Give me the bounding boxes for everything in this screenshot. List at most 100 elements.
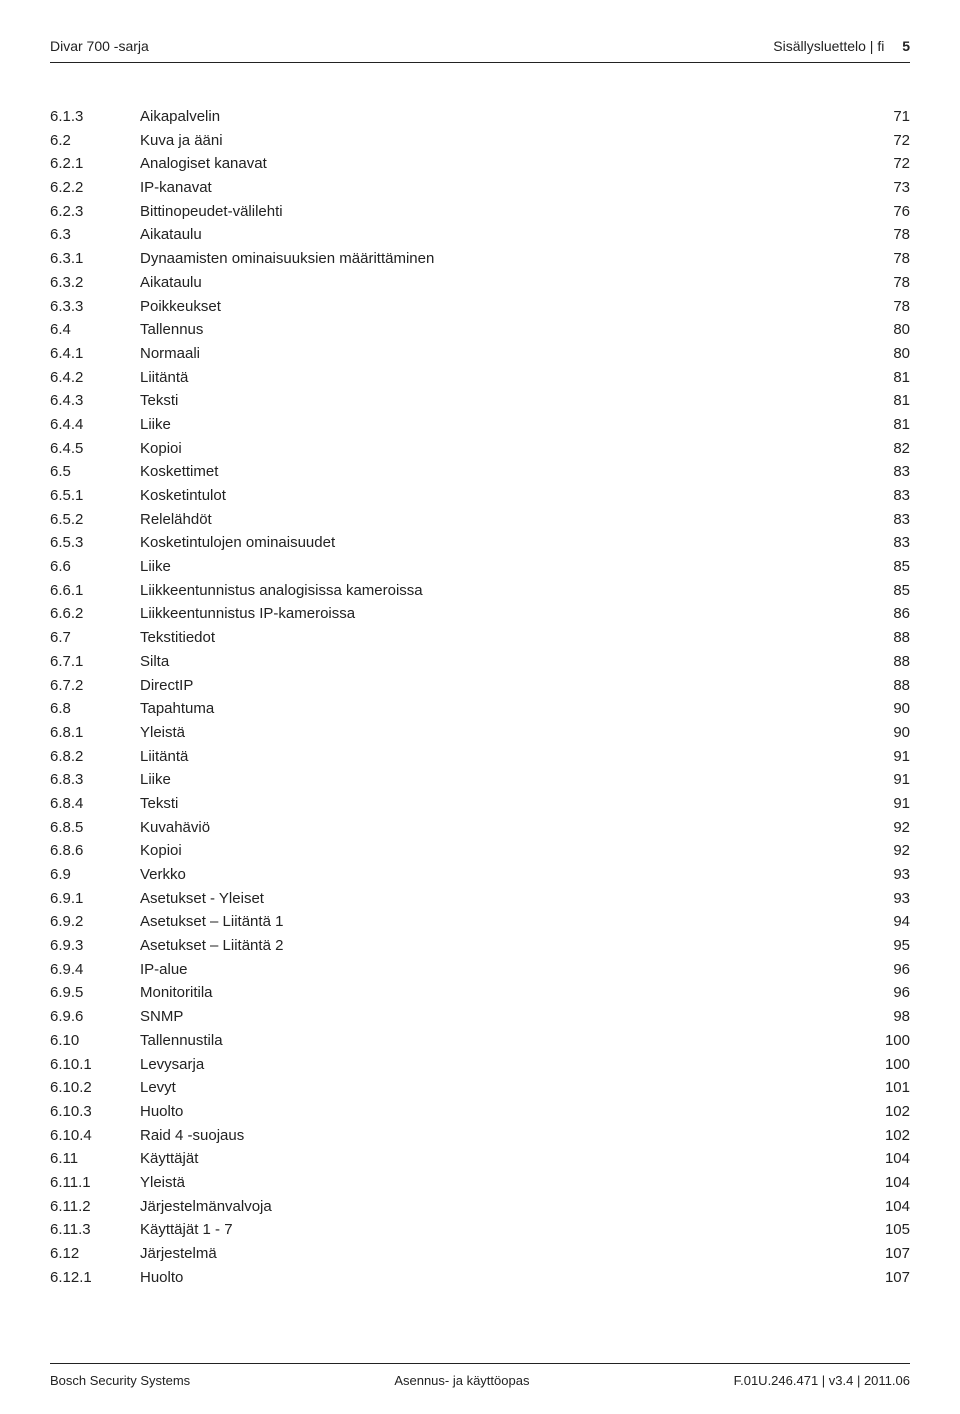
toc-row: 6.3.2Aikataulu78: [50, 271, 910, 295]
toc-number: 6.3.1: [50, 247, 140, 271]
footer-rule: [50, 1363, 910, 1364]
toc-page: 72: [860, 129, 910, 153]
toc-title: Huolto: [140, 1266, 860, 1290]
toc-number: 6.6: [50, 555, 140, 579]
toc-title: Tallennustila: [140, 1029, 860, 1053]
toc-title: Kosketintulot: [140, 484, 860, 508]
toc-row: 6.2Kuva ja ääni72: [50, 129, 910, 153]
toc-title: Koskettimet: [140, 460, 860, 484]
toc-page: 73: [860, 176, 910, 200]
toc-page: 85: [860, 555, 910, 579]
toc-title: Liikkeentunnistus IP-kameroissa: [140, 602, 860, 626]
toc-page: 78: [860, 271, 910, 295]
toc-title: Asetukset – Liitäntä 1: [140, 910, 860, 934]
toc-page: 82: [860, 437, 910, 461]
table-of-contents: 6.1.3Aikapalvelin716.2Kuva ja ääni726.2.…: [50, 105, 910, 1289]
toc-page: 104: [860, 1171, 910, 1195]
toc-page: 102: [860, 1100, 910, 1124]
toc-row: 6.8.5Kuvahäviö92: [50, 816, 910, 840]
toc-title: Aikataulu: [140, 271, 860, 295]
toc-title: Huolto: [140, 1100, 860, 1124]
toc-title: Aikapalvelin: [140, 105, 860, 129]
toc-page: 95: [860, 934, 910, 958]
toc-title: Järjestelmänvalvoja: [140, 1195, 860, 1219]
toc-row: 6.9.1Asetukset - Yleiset93: [50, 887, 910, 911]
toc-number: 6.6.1: [50, 579, 140, 603]
toc-row: 6.3.3Poikkeukset78: [50, 295, 910, 319]
toc-page: 101: [860, 1076, 910, 1100]
toc-page: 91: [860, 768, 910, 792]
toc-number: 6.5.3: [50, 531, 140, 555]
toc-title: Liike: [140, 555, 860, 579]
toc-page: 88: [860, 674, 910, 698]
toc-title: Liikkeentunnistus analogisissa kameroiss…: [140, 579, 860, 603]
toc-page: 104: [860, 1147, 910, 1171]
toc-row: 6.7.2DirectIP88: [50, 674, 910, 698]
toc-page: 88: [860, 650, 910, 674]
toc-row: 6.5Koskettimet83: [50, 460, 910, 484]
toc-number: 6.12.1: [50, 1266, 140, 1290]
toc-row: 6.8.6Kopioi92: [50, 839, 910, 863]
toc-number: 6.10.3: [50, 1100, 140, 1124]
toc-title: Liitäntä: [140, 745, 860, 769]
toc-row: 6.9.6SNMP98: [50, 1005, 910, 1029]
toc-row: 6.10.2Levyt101: [50, 1076, 910, 1100]
toc-page: 85: [860, 579, 910, 603]
toc-page: 83: [860, 531, 910, 555]
toc-row: 6.9.4IP-alue96: [50, 958, 910, 982]
toc-title: Aikataulu: [140, 223, 860, 247]
toc-title: Levysarja: [140, 1053, 860, 1077]
toc-title: Levyt: [140, 1076, 860, 1100]
toc-row: 6.5.2Relelähdöt83: [50, 508, 910, 532]
toc-number: 6.11.2: [50, 1195, 140, 1219]
toc-number: 6.6.2: [50, 602, 140, 626]
toc-title: IP-kanavat: [140, 176, 860, 200]
toc-page: 92: [860, 816, 910, 840]
toc-row: 6.10.3Huolto102: [50, 1100, 910, 1124]
toc-page: 96: [860, 958, 910, 982]
toc-row: 6.4.3Teksti81: [50, 389, 910, 413]
toc-number: 6.3.2: [50, 271, 140, 295]
toc-title: Verkko: [140, 863, 860, 887]
toc-number: 6.8.3: [50, 768, 140, 792]
toc-row: 6.12.1Huolto107: [50, 1266, 910, 1290]
toc-number: 6.10.4: [50, 1124, 140, 1148]
toc-row: 6.2.1Analogiset kanavat72: [50, 152, 910, 176]
toc-row: 6.4.4Liike81: [50, 413, 910, 437]
toc-number: 6.8.1: [50, 721, 140, 745]
toc-number: 6.7: [50, 626, 140, 650]
toc-title: Asetukset - Yleiset: [140, 887, 860, 911]
toc-title: Teksti: [140, 792, 860, 816]
toc-row: 6.8.3Liike91: [50, 768, 910, 792]
toc-page: 78: [860, 223, 910, 247]
toc-row: 6.9.3Asetukset – Liitäntä 295: [50, 934, 910, 958]
header-page-number: 5: [902, 38, 910, 54]
toc-number: 6.2.3: [50, 200, 140, 224]
toc-number: 6.4.4: [50, 413, 140, 437]
toc-number: 6.7.2: [50, 674, 140, 698]
toc-title: Kopioi: [140, 437, 860, 461]
toc-row: 6.4Tallennus80: [50, 318, 910, 342]
toc-row: 6.10.1Levysarja100: [50, 1053, 910, 1077]
header-product: Divar 700 -sarja: [50, 38, 149, 54]
toc-number: 6.11.1: [50, 1171, 140, 1195]
toc-number: 6.8.6: [50, 839, 140, 863]
page-header: Divar 700 -sarja Sisällysluettelo | fi 5: [50, 38, 910, 63]
toc-page: 93: [860, 863, 910, 887]
toc-number: 6.4.3: [50, 389, 140, 413]
toc-number: 6.4.5: [50, 437, 140, 461]
toc-title: SNMP: [140, 1005, 860, 1029]
toc-title: Tekstitiedot: [140, 626, 860, 650]
toc-number: 6.5: [50, 460, 140, 484]
toc-number: 6.9.3: [50, 934, 140, 958]
toc-title: Analogiset kanavat: [140, 152, 860, 176]
toc-title: Tapahtuma: [140, 697, 860, 721]
toc-title: Yleistä: [140, 721, 860, 745]
toc-number: 6.2.2: [50, 176, 140, 200]
toc-number: 6.8.2: [50, 745, 140, 769]
toc-page: 83: [860, 460, 910, 484]
header-right: Sisällysluettelo | fi 5: [773, 38, 910, 54]
toc-number: 6.1.3: [50, 105, 140, 129]
toc-page: 100: [860, 1029, 910, 1053]
toc-number: 6.10.2: [50, 1076, 140, 1100]
